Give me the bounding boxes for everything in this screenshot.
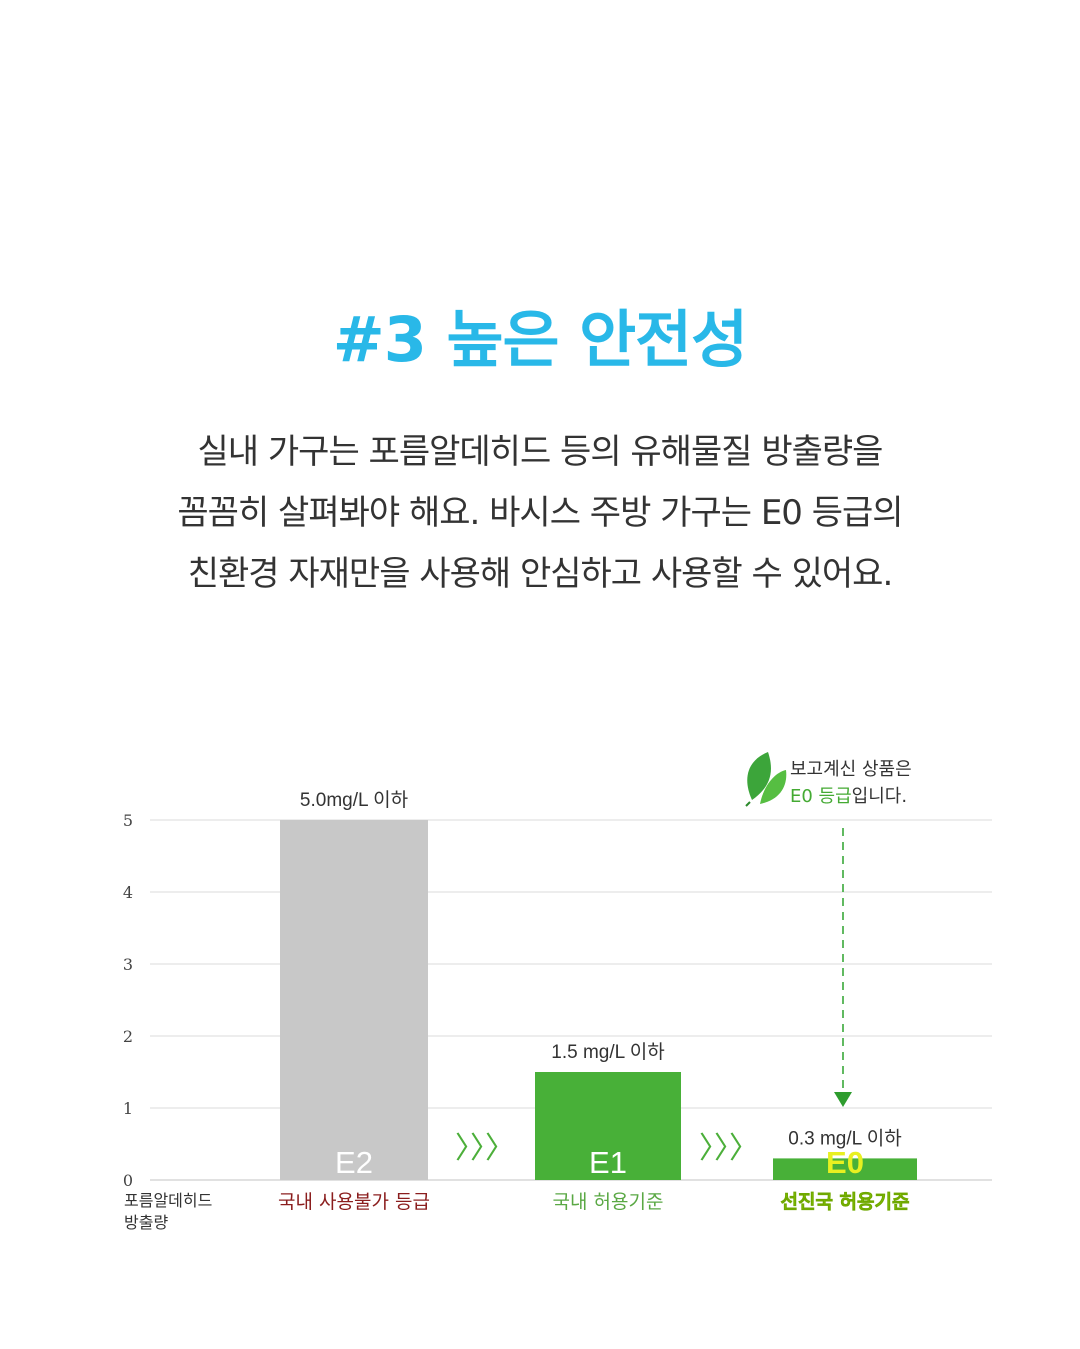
value-label: 1.5 mg/L 이하 bbox=[551, 1041, 664, 1063]
category-label: 국내 허용기준 bbox=[553, 1191, 664, 1213]
note-line-2-rest: 입니다. bbox=[851, 786, 908, 807]
y-tick-label: 2 bbox=[123, 1027, 133, 1046]
chevron-arrows-icon: 〉〉〉 bbox=[455, 1131, 515, 1166]
y-axis-title: 포름알데히드 방출량 bbox=[124, 1191, 213, 1232]
value-label: 0.3 mg/L 이하 bbox=[788, 1127, 901, 1149]
description-line: 친환경 자재만을 사용해 안심하고 사용할 수 있어요. bbox=[187, 554, 894, 594]
note-grade-highlight: E0 등급 bbox=[790, 786, 852, 807]
grade-label: E2 bbox=[335, 1145, 373, 1180]
description-line: 꼼꼼히 살펴봐야 해요. 바시스 주방 가구는 E0 등급의 bbox=[177, 493, 903, 533]
chevron-arrows-icon: 〉〉〉 bbox=[699, 1131, 759, 1166]
y-tick-label: 3 bbox=[123, 955, 133, 974]
formaldehyde-chart: 0 1 2 3 4 5 5.0mg/L 이하 E2 국내 사용불가 등급 1.5 mg/L 이하 E… bbox=[123, 752, 992, 1213]
note-line-1: 보고계신 상품은 bbox=[790, 759, 912, 780]
note-line-2: E0 등급입니다. bbox=[790, 783, 912, 810]
grade-label: E0 bbox=[826, 1145, 864, 1180]
bar-e0 bbox=[773, 1158, 917, 1180]
product-grade-note: 보고계신 상품은 E0 등급입니다. bbox=[790, 756, 912, 810]
value-label: 5.0mg/L 이하 bbox=[300, 789, 408, 811]
y-tick-label: 1 bbox=[123, 1099, 133, 1118]
category-label: 국내 사용불가 등급 bbox=[278, 1191, 430, 1213]
y-tick-label: 0 bbox=[123, 1171, 133, 1190]
bar-e2 bbox=[280, 820, 428, 1180]
y-tick-label: 5 bbox=[123, 811, 133, 830]
description-line: 실내 가구는 포름알데히드 등의 유해물질 방출량을 bbox=[197, 432, 884, 472]
grade-label: E1 bbox=[589, 1145, 627, 1180]
y-tick-label: 4 bbox=[123, 883, 133, 902]
leaf-icon bbox=[745, 752, 787, 807]
description: 실내 가구는 포름알데히드 등의 유해물질 방출량을 꼼꼼히 살펴봐야 해요. … bbox=[0, 422, 1080, 605]
bar-e1 bbox=[535, 1072, 681, 1180]
category-label: 선진국 허용기준 bbox=[781, 1191, 910, 1213]
page-title: #3 높은 안전성 bbox=[332, 303, 748, 376]
arrow-down-icon bbox=[834, 1092, 852, 1107]
